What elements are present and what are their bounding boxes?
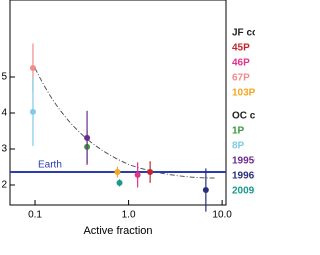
data-point: [29, 108, 36, 115]
y-tick-label: 5: [1, 72, 7, 83]
y-tick-label: 2: [1, 180, 7, 191]
legend-entry: 46P: [232, 58, 250, 69]
data-point: [147, 169, 154, 176]
data-point: [116, 179, 123, 186]
model-curve: [34, 67, 216, 179]
earth-label: Earth: [38, 160, 62, 171]
chart: Active fraction 0.1 1.0 10.0 2 3 4 5 Earth JF co…: [1, 0, 255, 237]
legend-entry: 67P: [232, 73, 250, 84]
x-tick-label: 10.0: [212, 210, 232, 221]
legend-entry: 1995O: [232, 156, 255, 167]
x-tick-label: 1.0: [122, 210, 136, 221]
legend-entry: 2009P: [232, 186, 255, 197]
legend-entry: 1P: [232, 126, 245, 137]
legend-title: JF co: [232, 28, 255, 39]
data-point: [202, 187, 209, 194]
legend-entry: 8P: [232, 141, 245, 152]
legend-entry: 45P: [232, 43, 250, 54]
legend-entry: 103P: [232, 88, 255, 99]
y-tick-label: 3: [1, 144, 7, 155]
data-point: [134, 171, 141, 178]
data-point: [29, 64, 36, 71]
y-tick-label: 4: [1, 108, 7, 119]
legend-entry: 1996B: [232, 171, 255, 182]
legend-title: OC co: [232, 111, 255, 122]
x-axis-label: Active fraction: [83, 225, 152, 237]
plot-frame: [9, 0, 227, 206]
data-point: [114, 169, 121, 176]
x-tick-label: 0.1: [28, 210, 42, 221]
data-point: [84, 134, 91, 141]
